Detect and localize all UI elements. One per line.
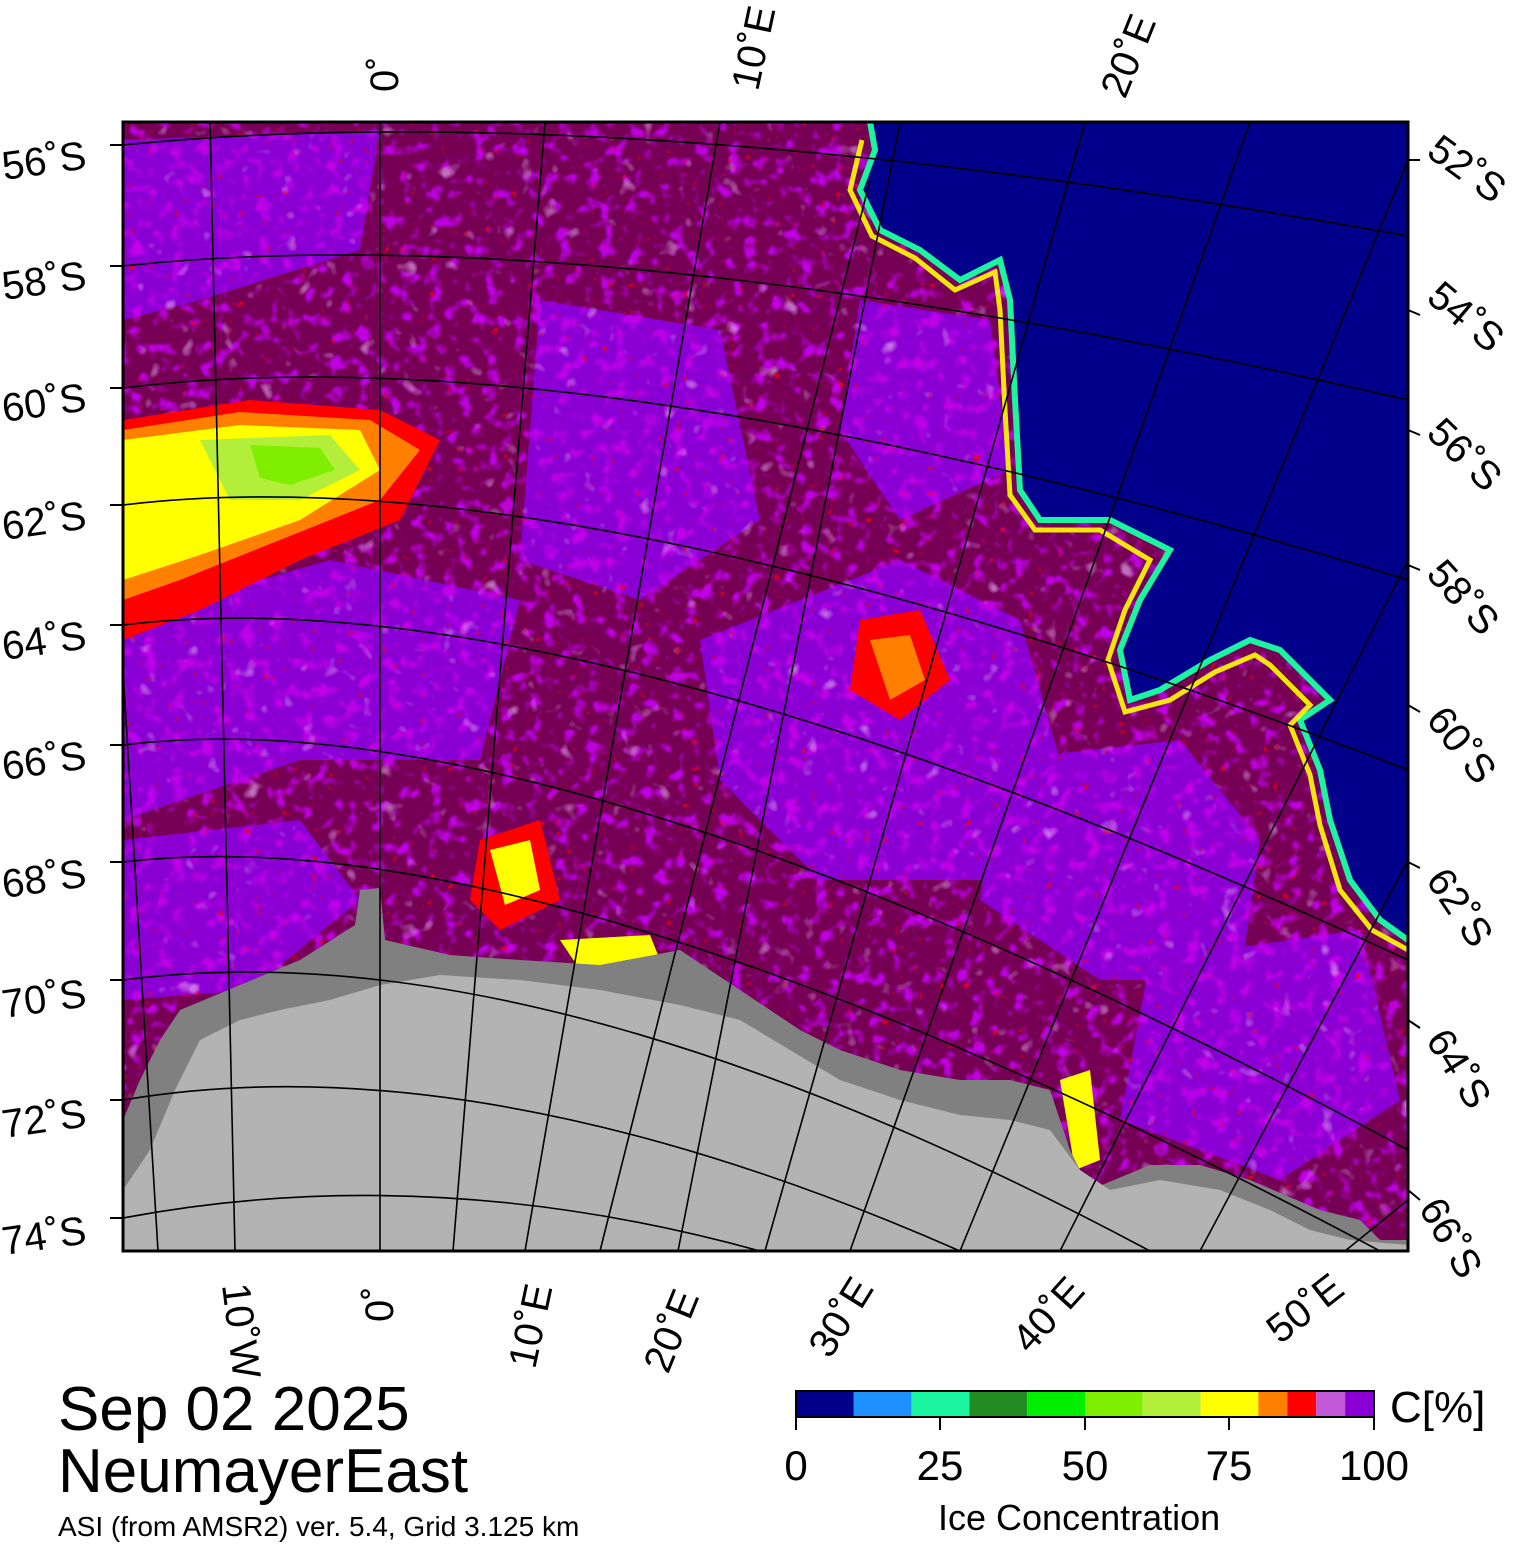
meridian-line [123,669,159,1251]
right-label: 56˚S [1419,410,1510,500]
bottom-label: 10˚W [213,1281,268,1381]
right-label: 66˚S [1410,1191,1490,1286]
colorbar-bin [1345,1391,1374,1417]
bottom-label: 10˚E [501,1280,562,1372]
meridian-line [1199,859,1408,1251]
colorbar-bin [1085,1391,1143,1417]
colorbar: 0 25 50 75 100 [784,1390,1409,1489]
parallel-line [123,971,1151,1251]
colorbar-bin [911,1391,970,1417]
bottom-label: 50˚E [1258,1265,1352,1352]
parallel-line [123,254,1408,401]
top-labels: 0˚ 10˚E 20˚E [363,2,1165,103]
meridian-line [599,179,871,1251]
colorbar-tick-label: 100 [1339,1442,1409,1489]
map-region: NeumayerEast [58,1437,469,1506]
parallel-line [123,1194,761,1251]
colorbar-tick-label: 50 [1062,1442,1109,1489]
colorbar-bin [1258,1391,1288,1417]
parallel-line [123,376,1408,581]
colorbar-tick-labels: 0 25 50 75 100 [784,1442,1409,1489]
meridian-line [849,122,1251,1251]
left-label: 64˚S [0,614,89,669]
map-plot-area [123,122,1408,1251]
parallel-line [123,855,1381,1251]
left-label: 72˚S [0,1092,89,1147]
meridian-line [677,122,901,1251]
left-label: 70˚S [0,972,89,1027]
colorbar-ticks [795,1417,1375,1430]
colorbar-bin [1142,1391,1201,1417]
parallel-line [123,496,1408,771]
graticule [123,122,1408,1251]
right-label: 60˚S [1418,698,1505,792]
meridian-line [764,122,1086,1251]
bottom-labels: 10˚W 0˚ 10˚E 20˚E 30˚E 40˚E 50˚E [213,1265,1352,1381]
data-source-note: ASI (from AMSR2) ver. 5.4, Grid 3.125 km [58,1511,580,1542]
colorbar-title: Ice Concentration [938,1497,1221,1538]
colorbar-bin [1200,1391,1259,1417]
colorbar-bins [796,1391,1374,1417]
meridian-line [452,122,546,1251]
right-label: 64˚S [1417,1021,1499,1116]
right-labels: 52˚S 54˚S 56˚S 58˚S 60˚S 62˚S 64˚S 66˚S [1410,127,1514,1286]
colorbar-tick-label: 75 [1206,1442,1253,1489]
right-label: 62˚S [1418,860,1502,955]
meridian-line [524,122,721,1251]
left-labels: 56˚S 58˚S 60˚S 62˚S 64˚S 66˚S 68˚S 70˚S … [0,134,89,1264]
ice-edge-fringe [856,122,1408,943]
left-label: 62˚S [0,494,89,549]
colorbar-bin [1287,1391,1317,1417]
bottom-label: 40˚E [1004,1269,1093,1361]
meridian-line [1344,1199,1408,1251]
right-label: 58˚S [1418,552,1507,644]
left-label: 66˚S [0,734,89,789]
colorbar-tick-label: 0 [784,1442,807,1489]
left-label: 60˚S [0,376,89,431]
left-label: 58˚S [0,254,89,309]
land-area [123,975,1408,1251]
parallel-line [123,617,1408,961]
colorbar-unit: C[%] [1390,1383,1486,1432]
meridian-line [209,122,236,1251]
bottom-label: 30˚E [800,1270,882,1365]
right-label: 54˚S [1419,273,1512,361]
parallel-line [123,738,1408,1151]
low-concentration-west [123,400,440,640]
bottom-label: 20˚E [636,1284,708,1379]
colorbar-bin [1316,1391,1346,1417]
left-label: 74˚S [0,1209,89,1264]
meridian-line [1059,559,1408,1251]
colorbar-bin [796,1391,854,1417]
left-label: 56˚S [0,134,89,189]
parallel-line [123,1085,961,1251]
tick-marks [110,144,1421,1219]
meridian-line [959,159,1408,1251]
map-date: Sep 02 2025 [58,1375,410,1444]
colorbar-bin [1027,1391,1085,1417]
top-label: 10˚E [724,2,785,94]
top-label: 20˚E [1093,9,1165,104]
top-label: 0˚ [363,56,407,92]
map-frame [121,120,1410,1253]
parallel-line [123,131,1408,237]
right-label: 52˚S [1420,127,1514,212]
colorbar-tick-label: 25 [917,1442,964,1489]
left-label: 68˚S [0,852,89,907]
bottom-label: 0˚ [358,1286,402,1322]
colorbar-bin [853,1391,912,1417]
colorbar-bin [969,1391,1028,1417]
